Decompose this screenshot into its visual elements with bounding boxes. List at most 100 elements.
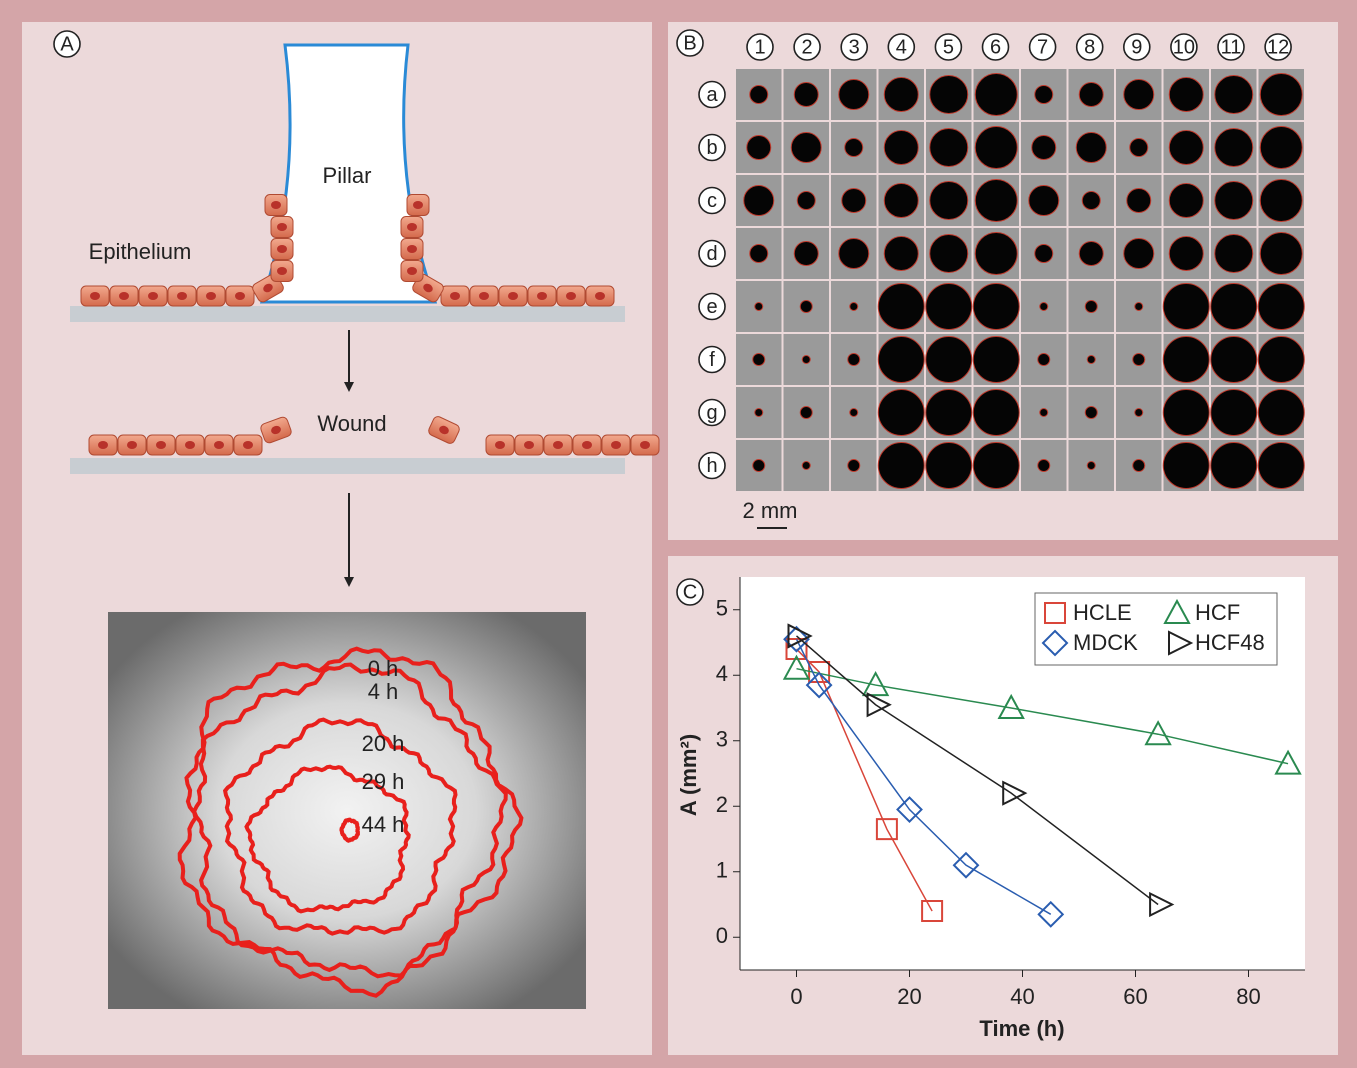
wound-area: [1079, 83, 1103, 107]
x-tick-label: 0: [790, 984, 802, 1009]
cell-nucleus: [98, 441, 108, 449]
time-label: 44 h: [362, 812, 405, 837]
wound-area: [926, 337, 972, 383]
wound-area: [1032, 136, 1056, 160]
wound-area: [1135, 409, 1143, 417]
cell: [401, 217, 423, 238]
wound-area: [797, 192, 815, 210]
x-tick-label: 40: [1010, 984, 1034, 1009]
wound-area: [1211, 443, 1257, 489]
cell-nucleus: [479, 292, 489, 300]
cell: [265, 195, 287, 216]
wound-area: [1215, 235, 1253, 273]
wound-area: [884, 184, 918, 218]
legend-label: MDCK: [1073, 630, 1138, 655]
wound-area: [884, 237, 918, 271]
wound-area: [1260, 127, 1302, 169]
column-label: 2: [802, 36, 813, 58]
cell-nucleus: [508, 292, 518, 300]
cell-nucleus: [235, 292, 245, 300]
row-label: b: [706, 137, 717, 159]
wound-area: [884, 78, 918, 112]
wound-area: [878, 390, 924, 436]
wound-area: [747, 136, 771, 160]
y-tick-label: 0: [716, 923, 728, 948]
wound-area: [1215, 76, 1253, 114]
wound-area: [975, 233, 1017, 275]
cell: [197, 286, 225, 306]
wound-area: [1038, 460, 1050, 472]
cell-nucleus: [407, 223, 417, 231]
column-label: 12: [1267, 36, 1289, 58]
cell-nucleus: [271, 201, 281, 209]
panel-label: C: [683, 581, 697, 603]
y-tick-label: 2: [716, 792, 728, 817]
wound-photo: [108, 612, 586, 1009]
time-label: 20 h: [362, 731, 405, 756]
cell-nucleus: [640, 441, 650, 449]
cell-nucleus: [611, 441, 621, 449]
cell: [271, 217, 293, 238]
wound-area: [1163, 390, 1209, 436]
wound-area: [930, 129, 968, 167]
cell-nucleus: [177, 292, 187, 300]
wound-area: [839, 80, 869, 110]
cell: [234, 435, 262, 455]
legend-label: HCF: [1195, 600, 1240, 625]
wound-area: [1215, 182, 1253, 220]
column-label: 9: [1131, 36, 1142, 58]
wound-area: [1258, 443, 1304, 489]
wound-area: [1040, 409, 1048, 417]
wound-area: [973, 337, 1019, 383]
wound-area: [802, 462, 810, 470]
column-label: 10: [1173, 36, 1195, 58]
column-label: 1: [754, 36, 765, 58]
cell: [528, 286, 556, 306]
cell: [118, 435, 146, 455]
column-label: 7: [1037, 36, 1048, 58]
wound-area: [753, 460, 765, 472]
wound-area: [926, 443, 972, 489]
wound-area: [878, 337, 924, 383]
wound-area: [802, 356, 810, 364]
cell: [602, 435, 630, 455]
wound-area: [794, 83, 818, 107]
wound-area: [975, 180, 1017, 222]
wound-area: [1163, 284, 1209, 330]
wound-area: [791, 133, 821, 163]
wound-area: [1124, 80, 1154, 110]
wound-area: [744, 186, 774, 216]
wound-area: [850, 303, 858, 311]
wound-area: [975, 74, 1017, 116]
wound-area: [1260, 233, 1302, 275]
y-tick-label: 1: [716, 858, 728, 883]
wound-area: [1260, 74, 1302, 116]
cell: [176, 435, 204, 455]
cell-nucleus: [127, 441, 137, 449]
cell: [271, 239, 293, 260]
cell: [557, 286, 585, 306]
figure: A Pillar Epithelium Wound 0 h4 h20 h29 h…: [0, 0, 1357, 1068]
cell-nucleus: [582, 441, 592, 449]
wound-area: [1258, 337, 1304, 383]
cell: [168, 286, 196, 306]
cell-nucleus: [119, 292, 129, 300]
wound-area: [753, 354, 765, 366]
wound-area: [1035, 86, 1053, 104]
wound-area: [1082, 192, 1100, 210]
column-label: 3: [849, 36, 860, 58]
wound-area: [878, 443, 924, 489]
wound-area: [1260, 180, 1302, 222]
wound-area: [1163, 443, 1209, 489]
wound-area: [973, 284, 1019, 330]
cell: [407, 195, 429, 216]
cell-nucleus: [407, 245, 417, 253]
epithelium-label: Epithelium: [89, 239, 192, 264]
row-label: e: [706, 296, 717, 318]
wound-area: [1035, 245, 1053, 263]
wound-area: [800, 301, 812, 313]
wound-area: [1169, 131, 1203, 165]
wound-area: [1211, 390, 1257, 436]
wound-area: [1211, 284, 1257, 330]
cell: [401, 239, 423, 260]
